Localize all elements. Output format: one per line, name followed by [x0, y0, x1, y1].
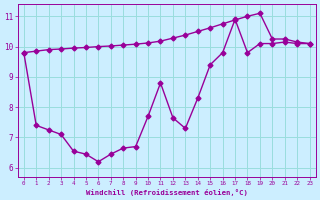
X-axis label: Windchill (Refroidissement éolien,°C): Windchill (Refroidissement éolien,°C) [86, 189, 248, 196]
